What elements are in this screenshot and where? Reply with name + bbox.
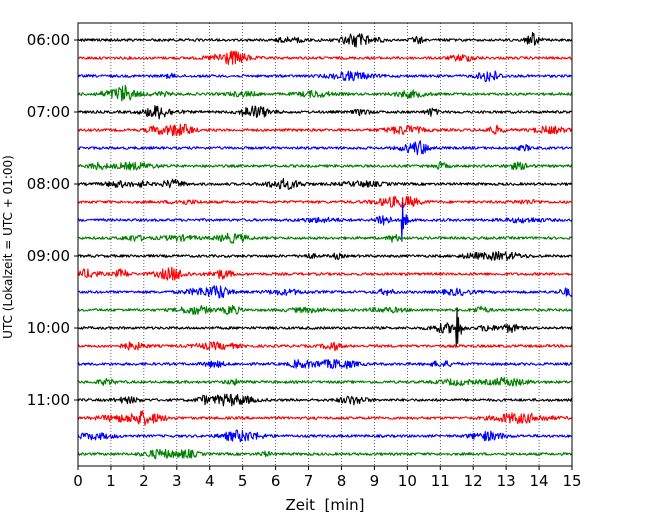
seismic-trace bbox=[77, 410, 573, 426]
y-tick-label: 06:00 bbox=[27, 31, 70, 49]
x-gridlines bbox=[110, 23, 540, 466]
y-tick-label: 08:00 bbox=[27, 175, 70, 193]
seismic-trace bbox=[77, 140, 573, 156]
y-tick-label: 07:00 bbox=[27, 103, 70, 121]
x-axis-label: Zeit [min] bbox=[285, 496, 364, 514]
seismic-trace bbox=[77, 285, 573, 299]
x-tick-label: 13 bbox=[497, 472, 516, 490]
seismic-trace bbox=[77, 70, 573, 82]
seismic-trace bbox=[77, 307, 573, 347]
x-tick-label: 3 bbox=[172, 472, 182, 490]
seismic-trace bbox=[77, 429, 573, 443]
seismic-trace bbox=[77, 178, 573, 190]
x-tick-label: 4 bbox=[205, 472, 215, 490]
seismic-traces bbox=[77, 32, 573, 460]
seismic-trace bbox=[77, 250, 573, 261]
x-tick-label: 12 bbox=[464, 472, 483, 490]
seismic-trace bbox=[77, 266, 573, 281]
y-tick-label: 09:00 bbox=[27, 247, 70, 265]
x-tick-label: 7 bbox=[304, 472, 314, 490]
seismic-trace bbox=[77, 50, 573, 66]
x-tick-label: 9 bbox=[370, 472, 380, 490]
x-tick-label: 11 bbox=[431, 472, 450, 490]
seismic-trace bbox=[77, 195, 573, 209]
plot-frame bbox=[77, 22, 573, 467]
x-tick-label: 14 bbox=[530, 472, 549, 490]
y-axis-ticks: 06:00 07:00 08:00 09:00 10:00 11:00 bbox=[27, 31, 78, 409]
seismic-trace bbox=[77, 393, 573, 407]
seismic-trace bbox=[77, 448, 573, 460]
x-tick-label: 15 bbox=[562, 472, 581, 490]
y-tick-label: 11:00 bbox=[27, 391, 70, 409]
seismic-trace bbox=[77, 32, 573, 48]
x-tick-label: 5 bbox=[238, 472, 248, 490]
y-axis-label: UTC (Lokalzeit = UTC + 01:00) bbox=[1, 155, 15, 339]
plot-background bbox=[78, 23, 572, 466]
seismic-trace bbox=[77, 232, 573, 244]
x-tick-label: 6 bbox=[271, 472, 281, 490]
seismic-trace bbox=[77, 202, 573, 242]
seismic-trace bbox=[77, 305, 573, 316]
x-axis-ticks: 0 1 2 3 4 5 6 7 8 9 10 11 12 13 14 15 bbox=[73, 466, 582, 490]
y-tick-label: 10:00 bbox=[27, 319, 70, 337]
x-tick-label: 8 bbox=[337, 472, 347, 490]
seismic-trace bbox=[77, 359, 573, 370]
x-tick-label: 1 bbox=[106, 472, 116, 490]
seismic-trace bbox=[77, 161, 573, 171]
seismic-trace bbox=[77, 84, 573, 102]
seismic-trace bbox=[77, 376, 573, 387]
seismic-trace bbox=[77, 341, 573, 352]
x-tick-label: 0 bbox=[73, 472, 83, 490]
x-tick-label: 2 bbox=[139, 472, 149, 490]
seismic-trace bbox=[77, 123, 573, 137]
x-tick-label: 10 bbox=[398, 472, 417, 490]
seismic-trace bbox=[77, 104, 573, 120]
